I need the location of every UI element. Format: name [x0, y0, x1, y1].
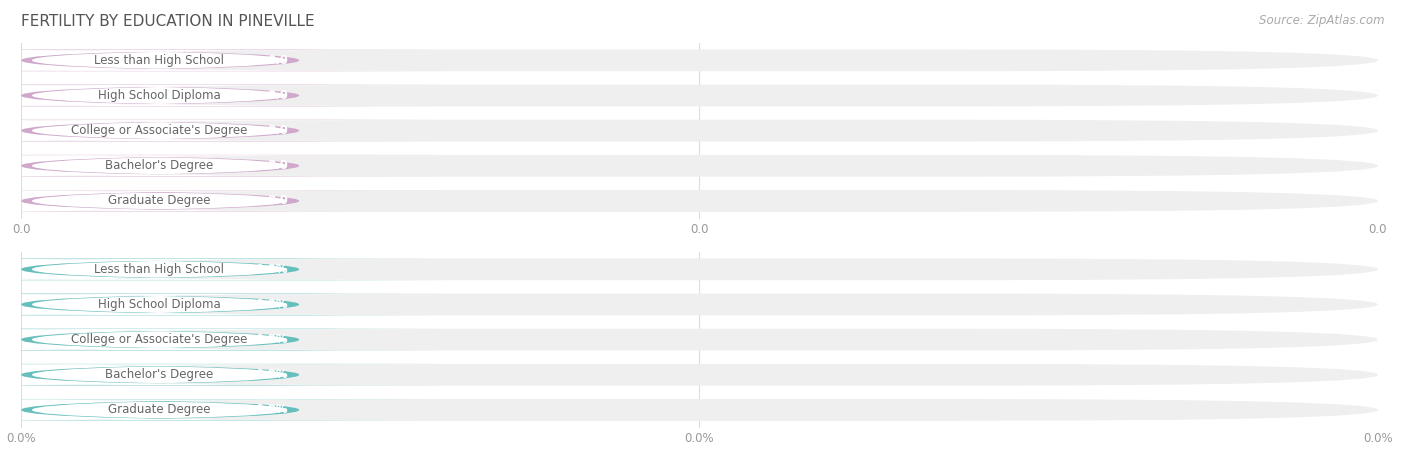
Text: 0.0: 0.0: [267, 159, 288, 172]
FancyBboxPatch shape: [0, 85, 441, 106]
Text: Source: ZipAtlas.com: Source: ZipAtlas.com: [1260, 14, 1385, 27]
FancyBboxPatch shape: [0, 258, 441, 280]
FancyBboxPatch shape: [0, 259, 441, 280]
Text: High School Diploma: High School Diploma: [98, 89, 221, 102]
Text: 0.0%: 0.0%: [256, 403, 288, 417]
FancyBboxPatch shape: [0, 120, 441, 141]
FancyBboxPatch shape: [0, 155, 441, 177]
Text: 0.0%: 0.0%: [256, 263, 288, 276]
FancyBboxPatch shape: [21, 155, 1378, 177]
Text: 0.0: 0.0: [267, 54, 288, 67]
Text: Less than High School: Less than High School: [94, 263, 225, 276]
Text: FERTILITY BY EDUCATION IN PINEVILLE: FERTILITY BY EDUCATION IN PINEVILLE: [21, 14, 315, 29]
Text: High School Diploma: High School Diploma: [98, 298, 221, 311]
Text: Bachelor's Degree: Bachelor's Degree: [105, 159, 214, 172]
Text: 0.0: 0.0: [267, 194, 288, 208]
FancyBboxPatch shape: [21, 85, 1378, 106]
FancyBboxPatch shape: [0, 294, 441, 315]
FancyBboxPatch shape: [0, 399, 441, 420]
Text: 0.0%: 0.0%: [256, 333, 288, 346]
Text: Graduate Degree: Graduate Degree: [108, 403, 211, 417]
FancyBboxPatch shape: [0, 49, 441, 71]
Text: College or Associate's Degree: College or Associate's Degree: [72, 333, 247, 346]
FancyBboxPatch shape: [0, 190, 441, 212]
FancyBboxPatch shape: [0, 294, 441, 315]
Text: 0.0: 0.0: [267, 124, 288, 137]
FancyBboxPatch shape: [21, 329, 1378, 351]
FancyBboxPatch shape: [0, 190, 441, 211]
FancyBboxPatch shape: [0, 364, 441, 386]
Text: College or Associate's Degree: College or Associate's Degree: [72, 124, 247, 137]
Text: 0.0%: 0.0%: [256, 368, 288, 381]
FancyBboxPatch shape: [0, 329, 441, 351]
Text: 0.0%: 0.0%: [256, 298, 288, 311]
FancyBboxPatch shape: [0, 120, 441, 142]
Text: Bachelor's Degree: Bachelor's Degree: [105, 368, 214, 381]
FancyBboxPatch shape: [0, 50, 441, 71]
FancyBboxPatch shape: [0, 85, 441, 106]
FancyBboxPatch shape: [21, 399, 1378, 421]
FancyBboxPatch shape: [0, 364, 441, 385]
FancyBboxPatch shape: [0, 155, 441, 176]
FancyBboxPatch shape: [0, 399, 441, 421]
FancyBboxPatch shape: [21, 258, 1378, 280]
FancyBboxPatch shape: [21, 120, 1378, 142]
FancyBboxPatch shape: [21, 49, 1378, 71]
FancyBboxPatch shape: [21, 294, 1378, 315]
FancyBboxPatch shape: [21, 364, 1378, 386]
FancyBboxPatch shape: [0, 329, 441, 350]
Text: 0.0: 0.0: [267, 89, 288, 102]
Text: Less than High School: Less than High School: [94, 54, 225, 67]
FancyBboxPatch shape: [21, 190, 1378, 212]
Text: Graduate Degree: Graduate Degree: [108, 194, 211, 208]
